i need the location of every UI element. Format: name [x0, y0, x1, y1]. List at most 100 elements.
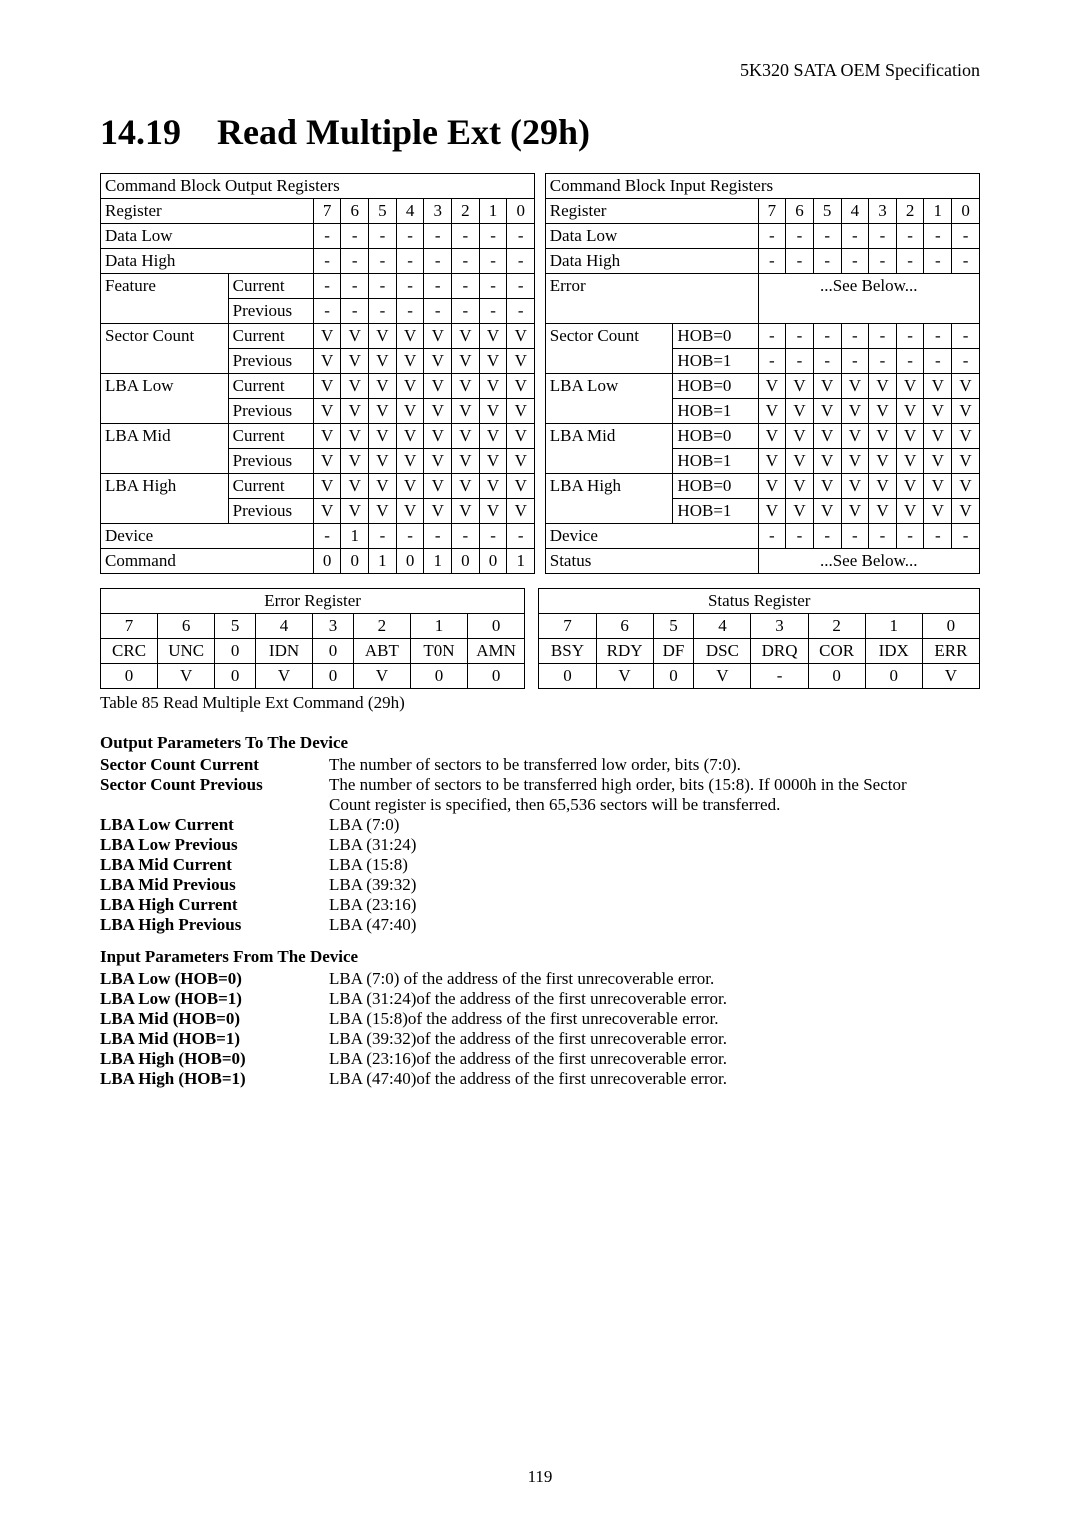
in-param-key: LBA Low (HOB=0): [100, 969, 329, 989]
cbo-bit: V: [424, 424, 452, 449]
cbo-bit: V: [452, 349, 480, 374]
cbo-sub: Previous: [228, 349, 313, 374]
cbo-bit: V: [396, 424, 424, 449]
cbo-bit: V: [507, 449, 535, 474]
cbo-bit: V: [507, 399, 535, 424]
cbi-bit: V: [924, 424, 952, 449]
cbo-bit: -: [479, 299, 507, 324]
cbo-bit: V: [424, 324, 452, 349]
status-val: -: [751, 664, 808, 689]
cbo-bit: V: [452, 374, 480, 399]
cbo-sub: Current: [228, 474, 313, 499]
cbi-see-below: ...See Below...: [758, 549, 979, 574]
cbo-bit: -: [313, 249, 341, 274]
cbo-bit: V: [479, 349, 507, 374]
section-number: 14.19: [100, 112, 181, 152]
cbo-bit: V: [424, 399, 452, 424]
bit-num: 4: [694, 614, 751, 639]
cbi-sub: HOB=0: [673, 424, 758, 449]
bit-num: 0: [922, 614, 979, 639]
cbo-bit: 2: [452, 199, 480, 224]
cbi-label: Error: [545, 274, 758, 299]
cbo-bit: -: [479, 224, 507, 249]
out-param-val: LBA (7:0): [329, 815, 980, 835]
out-param-key: Sector Count Current: [100, 755, 329, 775]
section-heading: 14.19 Read Multiple Ext (29h): [100, 111, 980, 153]
cbo-bit: -: [369, 299, 397, 324]
cbo-bit: -: [452, 299, 480, 324]
cbi-title: Command Block Input Registers: [545, 174, 979, 199]
cbo-bit: -: [479, 524, 507, 549]
out-param-val: The number of sectors to be transferred …: [329, 755, 980, 775]
status-val: 0: [865, 664, 922, 689]
cbo-bit: V: [313, 374, 341, 399]
cbo-bit: 0: [396, 549, 424, 574]
cbo-bit: -: [369, 524, 397, 549]
status-field: BSY: [539, 639, 596, 664]
cbi-sub: HOB=1: [673, 399, 758, 424]
cbi-bit: -: [896, 324, 924, 349]
cbo-bit: V: [396, 474, 424, 499]
in-param-key: LBA Mid (HOB=1): [100, 1029, 329, 1049]
cbo-bit: V: [341, 474, 369, 499]
cbo-bit: 1: [341, 524, 369, 549]
cbo-sub: Current: [228, 424, 313, 449]
status-field: COR: [808, 639, 865, 664]
cbi-bit: -: [896, 349, 924, 374]
out-param-key: [100, 795, 329, 815]
cbo-bit: -: [341, 274, 369, 299]
cbi-bit: V: [952, 449, 980, 474]
cbi-sub: HOB=0: [673, 324, 758, 349]
cbo-bit: V: [452, 424, 480, 449]
cbo-bit: -: [341, 299, 369, 324]
cbo-bit: -: [424, 224, 452, 249]
cbo-bit: 7: [313, 199, 341, 224]
in-param-val: LBA (31:24)of the address of the first u…: [329, 989, 980, 1009]
table-caption: Table 85 Read Multiple Ext Command (29h): [100, 693, 980, 713]
cbo-bit: 0: [507, 199, 535, 224]
cbi-bit: V: [841, 374, 869, 399]
cbo-bit: V: [479, 399, 507, 424]
out-param-key: LBA Mid Current: [100, 855, 329, 875]
cbi-bit: V: [758, 399, 786, 424]
cbo-bit: -: [424, 524, 452, 549]
cbi-bit: V: [786, 424, 814, 449]
cbi-bit: V: [896, 449, 924, 474]
cbi-sub: HOB=0: [673, 374, 758, 399]
cbo-bit: V: [341, 449, 369, 474]
err-val: 0: [101, 664, 158, 689]
cbi-label: Data High: [545, 249, 758, 274]
cbo-bit: V: [369, 499, 397, 524]
cbo-bit: V: [424, 499, 452, 524]
cbi-label: Data Low: [545, 224, 758, 249]
cbi-see-below: ...See Below...: [758, 274, 979, 299]
cbi-bit: -: [952, 324, 980, 349]
cbo-bit: V: [369, 374, 397, 399]
cbi-sub: HOB=0: [673, 474, 758, 499]
cbo-sub: Current: [228, 374, 313, 399]
cbi-bit: V: [869, 499, 897, 524]
in-param-val: LBA (15:8)of the address of the first un…: [329, 1009, 980, 1029]
cbo-bit: 1: [424, 549, 452, 574]
cbi-bit: -: [896, 249, 924, 274]
status-field: DF: [653, 639, 694, 664]
error-status-table: Error RegisterStatus Register76543210765…: [100, 588, 980, 689]
bit-num: 7: [539, 614, 596, 639]
cbi-bit: 0: [952, 199, 980, 224]
cbo-label: Device: [101, 524, 314, 549]
cbo-bit: V: [507, 499, 535, 524]
cbi-bit: -: [813, 324, 841, 349]
cbi-bit: V: [869, 474, 897, 499]
cbi-bit: V: [896, 474, 924, 499]
cbo-bit: V: [479, 499, 507, 524]
cbo-bit: V: [396, 349, 424, 374]
cbo-label: Sector Count: [101, 324, 229, 349]
cbi-bit: 5: [813, 199, 841, 224]
cbo-bit: V: [452, 324, 480, 349]
register-tables: Command Block Output RegistersCommand Bl…: [100, 173, 980, 574]
cbi-bit: V: [896, 424, 924, 449]
status-val: V: [922, 664, 979, 689]
cbo-bit: V: [313, 449, 341, 474]
cbo-bit: -: [424, 274, 452, 299]
cbo-bit: V: [369, 424, 397, 449]
